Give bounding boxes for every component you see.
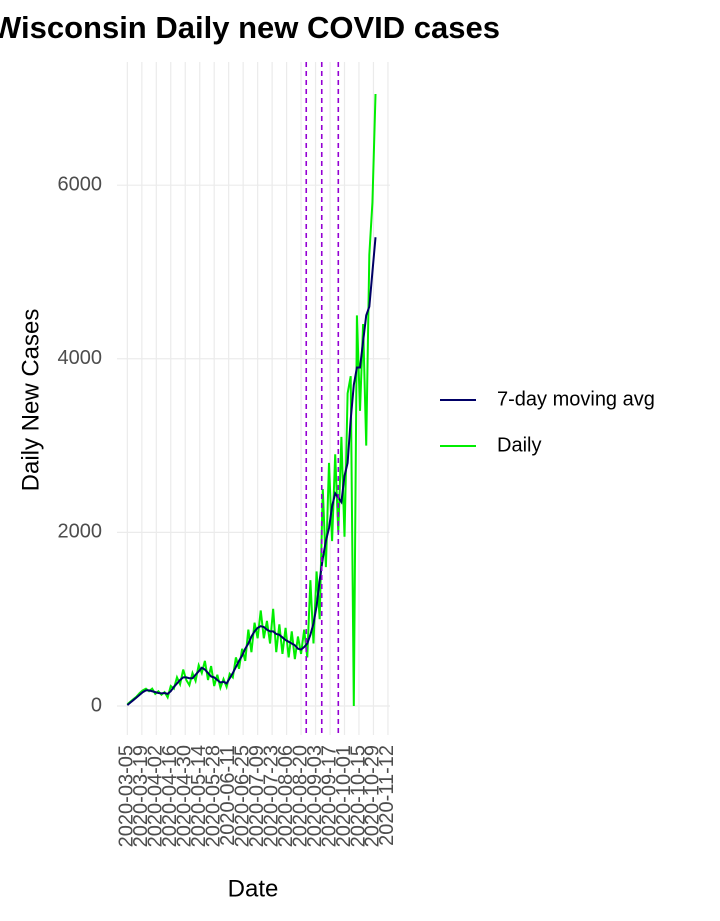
x-tick-label: 2020-05-14 — [188, 745, 210, 847]
x-tick-label: 2020-06-25 — [231, 745, 253, 847]
x-tick-label: 2020-08-06 — [275, 745, 297, 847]
legend-label: Daily — [497, 434, 541, 456]
x-tick-label: 2020-03-05 — [116, 745, 138, 847]
x-tick-label: 2020-11-12 — [376, 745, 398, 846]
chart-title: Wisconsin Daily new COVID cases — [0, 10, 500, 45]
x-tick-label: 2020-04-16 — [159, 745, 181, 847]
x-tick-label: 2020-07-23 — [260, 745, 282, 847]
y-axis-title: Daily New Cases — [17, 309, 44, 492]
y-tick-label: 2000 — [58, 521, 103, 543]
x-tick-label: 2020-03-19 — [130, 745, 152, 847]
x-tick-label: 2020-07-09 — [246, 745, 268, 847]
data-line — [126, 237, 377, 706]
x-tick-label: 2020-05-28 — [202, 745, 224, 847]
x-tick-label: 2020-08-20 — [289, 745, 311, 847]
y-tick-label: 6000 — [58, 173, 103, 195]
legend-label: 7-day moving avg — [497, 388, 655, 410]
x-tick-label: 2020-04-02 — [145, 745, 167, 847]
x-tick-label: 2020-09-17 — [318, 745, 340, 847]
x-axis-title: Date — [228, 875, 279, 902]
x-tick-label: 2020-06-11 — [217, 745, 239, 846]
x-tick-label: 2020-04-30 — [174, 745, 196, 847]
x-tick-label: 2020-10-29 — [362, 745, 384, 847]
x-tick-label: 2020-10-01 — [333, 745, 355, 847]
x-tick-label: 2020-09-03 — [304, 745, 326, 847]
y-tick-label: 0 — [91, 694, 102, 716]
y-tick-label: 4000 — [58, 347, 103, 369]
x-tick-label: 2020-10-15 — [347, 745, 369, 847]
